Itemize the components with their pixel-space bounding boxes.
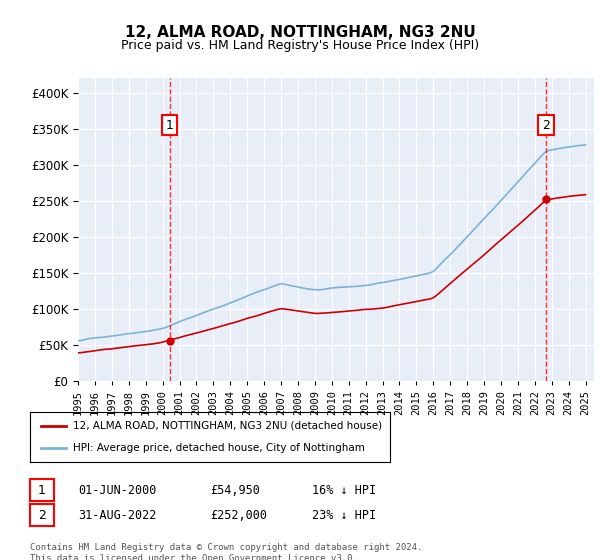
Text: 16% ↓ HPI: 16% ↓ HPI [312,483,376,497]
Text: 12, ALMA ROAD, NOTTINGHAM, NG3 2NU: 12, ALMA ROAD, NOTTINGHAM, NG3 2NU [125,25,475,40]
Text: HPI: Average price, detached house, City of Nottingham: HPI: Average price, detached house, City… [73,443,365,453]
Text: 2: 2 [542,119,550,132]
Text: Contains HM Land Registry data © Crown copyright and database right 2024.
This d: Contains HM Land Registry data © Crown c… [30,543,422,560]
Text: 23% ↓ HPI: 23% ↓ HPI [312,508,376,522]
Text: 12, ALMA ROAD, NOTTINGHAM, NG3 2NU (detached house): 12, ALMA ROAD, NOTTINGHAM, NG3 2NU (deta… [73,421,382,431]
Text: £252,000: £252,000 [210,508,267,522]
Text: 31-AUG-2022: 31-AUG-2022 [78,508,157,522]
Text: £54,950: £54,950 [210,483,260,497]
Text: Price paid vs. HM Land Registry's House Price Index (HPI): Price paid vs. HM Land Registry's House … [121,39,479,52]
Text: 2: 2 [38,508,46,522]
Text: 01-JUN-2000: 01-JUN-2000 [78,483,157,497]
Text: 1: 1 [38,483,46,497]
Text: 1: 1 [166,119,173,132]
